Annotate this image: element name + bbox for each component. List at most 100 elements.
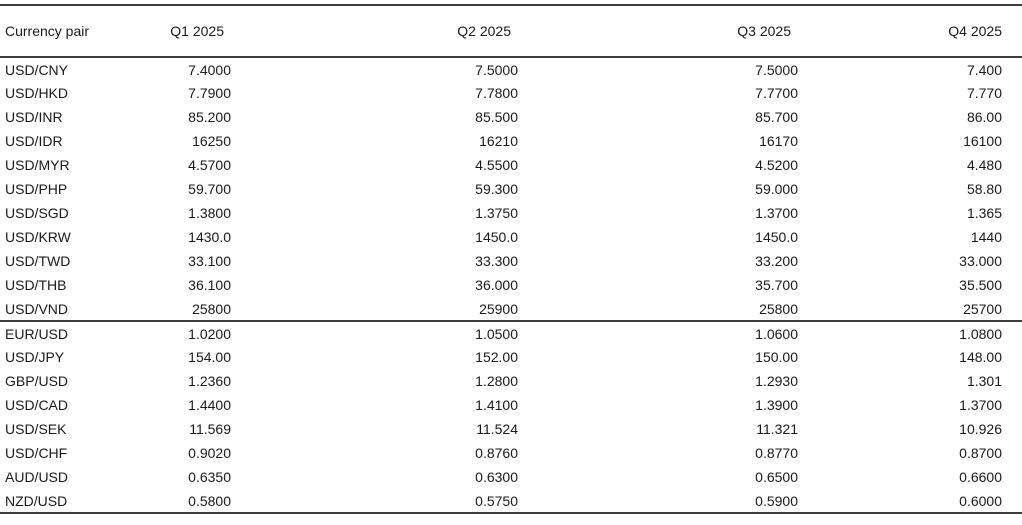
- currency-pair-cell: USD/TWD: [5, 253, 71, 269]
- forecast-value-cell: 85.200: [188, 109, 231, 125]
- forecast-value-cell: 1450.0: [475, 229, 518, 245]
- forecast-value-cell: 85.700: [755, 109, 798, 125]
- forecast-value-cell: 0.8700: [959, 445, 1002, 461]
- forecast-value-cell: 11.524: [476, 421, 518, 437]
- table-row: USD/HKD 7.7900 7.7800 7.7700 7.770: [0, 81, 1022, 105]
- forecast-value-cell: 11.569: [189, 421, 231, 437]
- col-header-q1-2025: Q1 2025: [140, 5, 231, 58]
- currency-pair-cell: USD/CAD: [5, 397, 69, 413]
- currency-pair-cell: USD/HKD: [5, 85, 69, 101]
- currency-pair-cell: USD/KRW: [5, 229, 71, 245]
- forecast-value-cell: 33.100: [188, 253, 231, 269]
- forecast-value-cell: 0.8770: [755, 445, 798, 461]
- forecast-value-cell: 16170: [759, 133, 798, 149]
- forecast-value-cell: 0.8760: [475, 445, 518, 461]
- forecast-value-cell: 1.3700: [959, 397, 1002, 413]
- table-row: USD/INR 85.200 85.500 85.700 86.00: [0, 105, 1022, 129]
- forecast-value-cell: 7.4000: [188, 61, 231, 78]
- forecast-value-cell: 7.5000: [755, 61, 798, 78]
- table-row: NZD/USD 0.5800 0.5750 0.5900 0.6000: [0, 489, 1022, 513]
- forecast-value-cell: 11.321: [756, 421, 798, 437]
- currency-pair-cell: USD/THB: [5, 277, 67, 293]
- table-row: USD/SEK 11.569 11.524 11.321 10.926: [0, 417, 1022, 441]
- table-row: USD/JPY 154.00 152.00 150.00 148.00: [0, 345, 1022, 369]
- currency-pair-cell: USD/MYR: [5, 157, 70, 173]
- currency-pair-cell: USD/JPY: [5, 349, 65, 365]
- forecast-value-cell: 0.6600: [959, 469, 1002, 485]
- forecast-value-cell: 1.3700: [755, 205, 798, 221]
- forecast-value-cell: 25900: [231, 297, 518, 322]
- currency-pair-cell: USD/PHP: [5, 181, 68, 197]
- col-header-q2-2025: Q2 2025: [231, 5, 518, 58]
- currency-pair-cell: EUR/USD: [5, 325, 69, 342]
- forecast-value-cell: 33.300: [475, 253, 518, 269]
- forecast-value-cell: 150.00: [755, 349, 798, 365]
- forecast-value-cell: 1.3750: [475, 205, 518, 221]
- forecast-value-cell: 1440: [970, 229, 1002, 245]
- forecast-value-cell: 4.480: [966, 157, 1002, 173]
- forecast-value-cell: 1.2930: [755, 373, 798, 389]
- forecast-value-cell: 0.9020: [188, 445, 231, 461]
- forecast-value-cell: 0.5800: [188, 492, 231, 509]
- forecast-value-cell: 58.80: [966, 181, 1002, 197]
- table-row: USD/KRW 1430.0 1450.0 1450.0 1440: [0, 225, 1022, 249]
- forecast-value-cell: 0.6300: [475, 469, 518, 485]
- forecast-value-cell: 0.5750: [475, 492, 518, 509]
- forecast-value-cell: 7.7800: [475, 85, 518, 101]
- table-row: AUD/USD 0.6350 0.6300 0.6500 0.6600: [0, 465, 1022, 489]
- forecast-value-cell: 35.500: [959, 277, 1002, 293]
- forecast-value-cell: 16210: [479, 133, 518, 149]
- table-row: USD/VND 25800 25900 25800 25700: [0, 297, 1022, 322]
- forecast-value-cell: 59.700: [188, 181, 231, 197]
- currency-pair-cell: AUD/USD: [5, 469, 69, 485]
- forecast-value-cell: 85.500: [475, 109, 518, 125]
- table-row: USD/CHF 0.9020 0.8760 0.8770 0.8700: [0, 441, 1022, 465]
- table-row: USD/PHP 59.700 59.300 59.000 58.80: [0, 177, 1022, 201]
- table-row: EUR/USD 1.0200 1.0500 1.0600 1.0800: [0, 321, 1022, 345]
- forecast-value-cell: 33.200: [755, 253, 798, 269]
- table-row: USD/IDR 16250 16210 16170 16100: [0, 129, 1022, 153]
- forecast-value-cell: 7.770: [966, 85, 1002, 101]
- forecast-value-cell: 1.301: [966, 373, 1002, 389]
- currency-pair-cell: USD/SEK: [5, 421, 67, 437]
- forecast-value-cell: 7.7900: [188, 85, 231, 101]
- table-body: USD/CNY 7.4000 7.5000 7.5000 7.400 USD/HKD 7.7…: [0, 57, 1022, 513]
- forecast-value-cell: 59.300: [475, 181, 518, 197]
- forecast-value-cell: 1.4100: [475, 397, 518, 413]
- forecast-value-cell: 1.0600: [755, 325, 798, 342]
- forecast-value-cell: 0.6350: [188, 469, 231, 485]
- col-header-q4-2025: Q4 2025: [798, 5, 1022, 58]
- forecast-value-cell: 0.6000: [959, 492, 1002, 509]
- table-row: GBP/USD 1.2360 1.2800 1.2930 1.301: [0, 369, 1022, 393]
- forecast-value-cell: 7.7700: [755, 85, 798, 101]
- forecast-value-cell: 1.2800: [475, 373, 518, 389]
- currency-pair-cell: GBP/USD: [5, 373, 69, 389]
- currency-pair-cell: USD/CNY: [5, 61, 69, 78]
- forecast-value-cell: 1.0200: [188, 325, 231, 342]
- forecast-value-cell: 36.100: [188, 277, 231, 293]
- forecast-value-cell: 4.5700: [188, 157, 231, 173]
- forecast-value-cell: 33.000: [959, 253, 1002, 269]
- forecast-value-cell: 1.365: [966, 205, 1002, 221]
- table-row: USD/CAD 1.4400 1.4100 1.3900 1.3700: [0, 393, 1022, 417]
- forecast-value-cell: 1.0500: [475, 325, 518, 342]
- col-header-q3-2025: Q3 2025: [518, 5, 798, 58]
- forecast-value-cell: 1.0800: [959, 325, 1002, 342]
- forecast-value-cell: 16250: [192, 133, 231, 149]
- currency-pair-cell: USD/IDR: [5, 133, 63, 149]
- forecast-value-cell: 25800: [518, 297, 798, 322]
- forecast-value-cell: 0.5900: [755, 492, 798, 509]
- table-row: USD/SGD 1.3800 1.3750 1.3700 1.365: [0, 201, 1022, 225]
- currency-pair-cell: USD/INR: [5, 109, 63, 125]
- currency-pair-cell: USD/VND: [0, 297, 140, 322]
- forecast-value-cell: 4.5500: [475, 157, 518, 173]
- forecast-value-cell: 7.5000: [475, 61, 518, 78]
- table-row: USD/THB 36.100 36.000 35.700 35.500: [0, 273, 1022, 297]
- header-row: Currency pair Q1 2025 Q2 2025 Q3 2025 Q4…: [0, 5, 1022, 58]
- table-row: USD/CNY 7.4000 7.5000 7.5000 7.400: [0, 57, 1022, 81]
- forecast-value-cell: 7.400: [966, 61, 1002, 78]
- forecast-value-cell: 0.6500: [755, 469, 798, 485]
- forecast-value-cell: 16100: [963, 133, 1002, 149]
- currency-pair-cell: USD/SGD: [5, 205, 69, 221]
- currency-pair-cell: USD/CHF: [5, 445, 68, 461]
